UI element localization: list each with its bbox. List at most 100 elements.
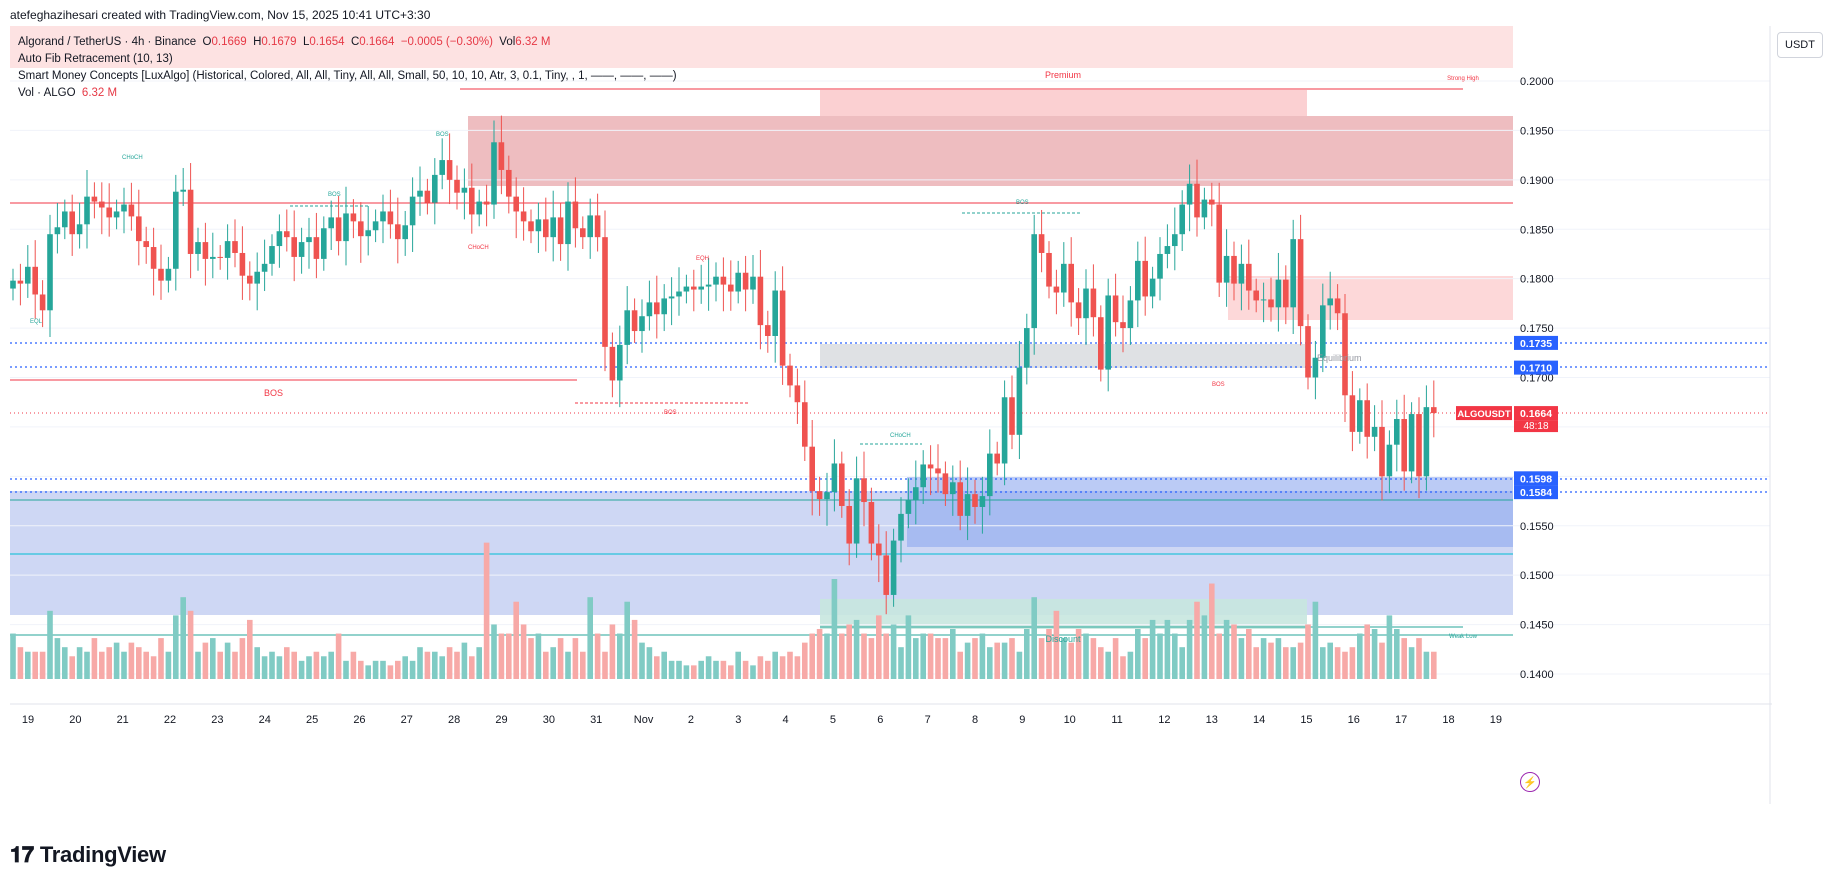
candle-body [816, 491, 823, 500]
candle-body [195, 242, 201, 254]
volume-bar [1290, 647, 1296, 679]
candle-body [1090, 288, 1097, 318]
volume-bar [1283, 647, 1289, 679]
candle-body [358, 221, 364, 237]
candle-body [1394, 419, 1400, 445]
candle-body [54, 227, 61, 235]
candle-body [720, 276, 727, 285]
volume-bar [935, 638, 941, 679]
structure-label: BOS [1016, 200, 1029, 206]
candle-body [1009, 397, 1015, 435]
volume-bar [62, 647, 68, 679]
volume-bar [861, 633, 867, 679]
volume-bar [587, 597, 593, 679]
candle-body [1209, 199, 1215, 205]
y-tick-label: 0.1950 [1520, 125, 1554, 137]
candle-body [158, 268, 164, 281]
price-tag [1514, 485, 1558, 500]
price-tag [1514, 471, 1558, 486]
candle-body [676, 291, 682, 297]
volume-bar [1083, 633, 1089, 679]
volume-bar [750, 665, 756, 679]
equilibrium-label: Equilibrium [1317, 353, 1362, 363]
candle-body [432, 174, 438, 203]
candle-body [224, 241, 231, 258]
volume-bar [898, 647, 904, 679]
volume-bar [372, 660, 379, 679]
x-tick-label: Nov [634, 714, 654, 726]
volume-bar [113, 642, 120, 679]
volume-bar [809, 633, 815, 679]
x-tick-label: 19 [1490, 714, 1502, 726]
structure-label: CHoCH [122, 155, 143, 161]
volume-bar [210, 638, 216, 679]
currency-button[interactable]: USDT [1777, 32, 1823, 58]
volume-bar [1431, 651, 1437, 679]
candle-body [1431, 407, 1437, 414]
volume-bar [47, 610, 53, 679]
candle-body [631, 310, 638, 332]
y-tick-label: 0.1450 [1520, 620, 1554, 632]
volume-bar [358, 660, 364, 679]
candle-body [987, 453, 993, 497]
candle-body [1305, 326, 1311, 378]
volume-bar [1179, 647, 1185, 679]
candle-body [254, 271, 260, 284]
candle-body [950, 482, 956, 495]
candle-body [794, 385, 801, 403]
x-tick-label: 22 [164, 714, 176, 726]
volume-bar [217, 651, 223, 679]
candle-body [461, 187, 468, 193]
volume-bar [69, 656, 75, 679]
volume-bar [1364, 624, 1370, 679]
candle-body [1283, 279, 1289, 308]
volume-bar [691, 665, 697, 679]
candle-body [1238, 263, 1245, 284]
candle-body [269, 246, 275, 264]
candle-body [750, 276, 756, 290]
candlestick-chart[interactable]: EQL CHoCH BOS BOS CHoCH BOS EQH BOS BOS CHoCH BOS P… [10, 26, 1772, 804]
open-value: 0.1669 [211, 36, 247, 48]
volume-bar [173, 615, 179, 679]
volume-bar [291, 651, 297, 679]
candle-body [602, 237, 608, 347]
candle-body [543, 219, 549, 238]
volume-bar [1090, 638, 1097, 679]
structure-label: EQL [30, 319, 43, 325]
symbol-title[interactable]: Algorand / TetherUS · 4h · Binance [18, 36, 197, 48]
price-tag-value: 0.1584 [1520, 487, 1552, 499]
candle-body [713, 276, 719, 285]
chart-area[interactable]: EQL CHoCH BOS BOS CHoCH BOS EQH BOS BOS CHoCH BOS P… [10, 26, 1772, 804]
indicator-fib[interactable]: Auto Fib Retracement (10, 13) [18, 53, 173, 65]
volume-bar [165, 651, 172, 679]
volume-bar [17, 647, 24, 679]
candle-body [802, 402, 808, 447]
indicator-volume[interactable]: Vol · ALGO 6.32 M [18, 85, 677, 102]
volume-bar [1238, 638, 1245, 679]
candle-body [528, 221, 534, 232]
volume-bar [1416, 638, 1422, 679]
structure-label: BOS [1212, 382, 1225, 388]
volume-bar [498, 633, 505, 679]
volume-bar [979, 633, 986, 679]
volume-bar [387, 665, 394, 679]
volume-bar [572, 638, 579, 679]
volume-bar [1305, 624, 1311, 679]
indicator-smc[interactable]: Smart Money Concepts [LuxAlgo] (Historic… [18, 70, 677, 82]
volume-bar [350, 651, 357, 679]
x-tick-label: 18 [1442, 714, 1454, 726]
volume-bar [1031, 597, 1037, 679]
candle-body [298, 242, 305, 257]
candle-body [1001, 397, 1008, 464]
candle-body [683, 286, 690, 292]
volume-bar [513, 601, 519, 679]
candle-body [91, 196, 98, 202]
price-tag [1514, 335, 1558, 350]
volume-bar [483, 542, 490, 679]
volume-bar [1216, 633, 1222, 679]
lightning-icon[interactable]: ⚡ [1520, 772, 1540, 792]
candle-body [1320, 305, 1326, 358]
candle-body [62, 211, 68, 228]
volume-bar [335, 633, 342, 679]
x-tick-label: 19 [22, 714, 34, 726]
